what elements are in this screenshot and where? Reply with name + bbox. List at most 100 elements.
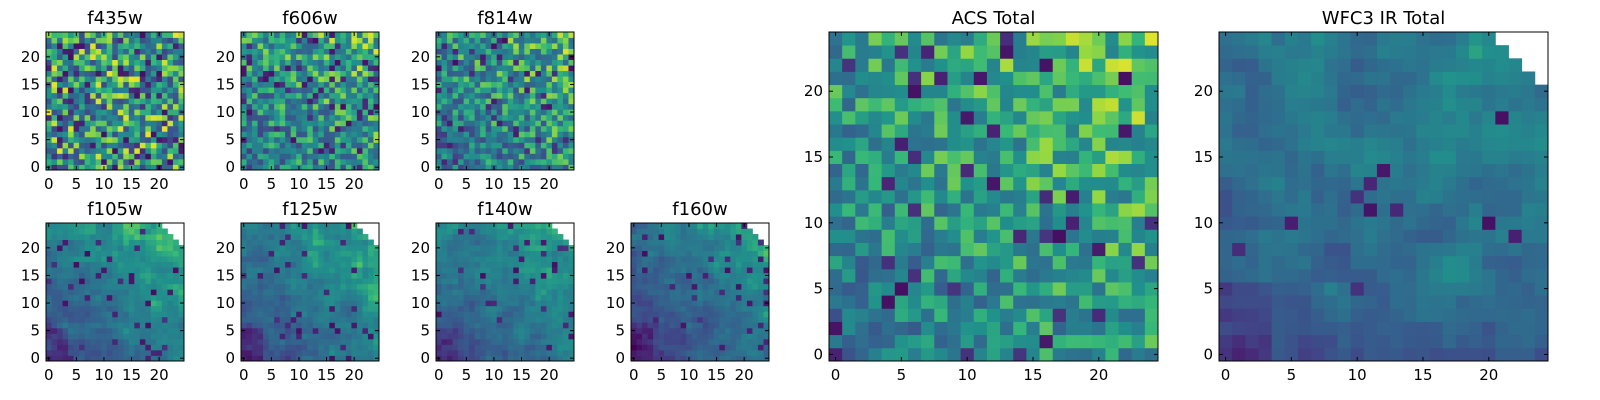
heatmap-cell [1079, 229, 1093, 243]
heatmap-cell [367, 344, 374, 351]
heatmap-cell [263, 109, 269, 116]
heatmap-cell [117, 125, 124, 132]
heatmap-cell [51, 316, 58, 323]
heatmap-cell [84, 70, 91, 77]
heatmap-cell [345, 305, 352, 312]
heatmap-cell [713, 305, 720, 312]
heatmap-cell [469, 136, 476, 143]
heatmap-cell [356, 103, 363, 110]
heatmap-cell [1144, 203, 1159, 217]
heatmap-cell [68, 164, 74, 171]
heatmap-cell [156, 316, 163, 323]
heatmap-cell [112, 43, 119, 49]
heatmap-cell [340, 48, 347, 55]
heatmap-cell [546, 158, 553, 165]
heatmap-cell [540, 349, 547, 356]
heatmap-cell [329, 272, 336, 279]
heatmap-cell [469, 267, 476, 274]
heatmap-cell [535, 261, 542, 268]
heatmap-cell [546, 92, 553, 99]
heatmap-cell [708, 322, 715, 329]
heatmap-cell [631, 322, 637, 329]
heatmap-cell [518, 153, 525, 160]
heatmap-cell [441, 278, 448, 285]
heatmap-cell [334, 289, 341, 296]
heatmap-cell [95, 239, 102, 246]
heatmap-cell [307, 114, 314, 121]
heatmap-cell [73, 114, 80, 121]
heatmap-cell [724, 234, 731, 240]
heatmap-cell [757, 349, 764, 356]
heatmap-cell [485, 103, 492, 110]
heatmap-cell [469, 245, 476, 251]
heatmap-cell [290, 261, 297, 268]
heatmap-cell [268, 147, 275, 154]
heatmap-cell [1079, 334, 1093, 349]
heatmap-cell [307, 300, 314, 307]
heatmap-cell [664, 305, 671, 312]
heatmap-cell [296, 322, 303, 329]
heatmap-cell [557, 344, 564, 351]
heatmap-cell [156, 70, 163, 77]
heatmap-cell [46, 311, 52, 318]
heatmap-cell [669, 267, 676, 274]
heatmap-cell [568, 305, 575, 312]
heatmap-cell [290, 54, 297, 60]
heatmap-cell [529, 272, 536, 279]
heatmap-cell [301, 164, 308, 171]
heatmap-cell [1039, 255, 1054, 270]
heatmap-cell [296, 103, 303, 110]
heatmap-cell [452, 322, 459, 329]
heatmap-cell [1144, 255, 1159, 270]
heatmap-cell [491, 234, 498, 240]
heatmap-cell [452, 338, 459, 345]
heatmap-cell [367, 37, 374, 44]
heatmap-cell [529, 103, 536, 110]
heatmap-cell [106, 322, 113, 329]
heatmap-cell [161, 278, 168, 285]
heatmap-cell [161, 65, 168, 72]
heatmap-cell [241, 76, 247, 83]
heatmap-cell [172, 272, 179, 279]
heatmap-cell [691, 355, 698, 362]
x-tick-label: 5 [462, 366, 472, 384]
heatmap-cell [524, 338, 531, 345]
heatmap-cell [535, 54, 542, 60]
heatmap-cell [95, 278, 102, 285]
heatmap-cell [362, 87, 369, 94]
heatmap-cell [145, 109, 152, 116]
heatmap-cell [57, 283, 63, 290]
heatmap-cell [117, 76, 124, 83]
heatmap-cell [669, 300, 676, 307]
heatmap-cell [1065, 321, 1080, 336]
heatmap-cell [279, 228, 286, 235]
heatmap-cell [474, 311, 481, 318]
heatmap-cell [702, 261, 709, 268]
heatmap-cell [502, 136, 509, 143]
heatmap-cell [1039, 347, 1054, 362]
heatmap-cell [697, 327, 704, 334]
heatmap-cell [480, 120, 487, 127]
heatmap-cell [447, 300, 453, 307]
heatmap-cell [123, 48, 130, 55]
heatmap-cell [746, 245, 753, 251]
heatmap-cell [367, 300, 374, 307]
heatmap-cell [480, 65, 487, 72]
heatmap-cell [167, 250, 174, 257]
heatmap-cell [252, 294, 258, 301]
heatmap-cell [669, 349, 676, 356]
heatmap-cell [562, 261, 569, 268]
heatmap-cell [301, 250, 308, 257]
heatmap-cell [529, 81, 536, 88]
heatmap-cell [356, 311, 363, 318]
heatmap-cell [145, 147, 152, 154]
heatmap-cell [178, 311, 185, 318]
heatmap-cell [79, 272, 86, 279]
heatmap-cell [257, 305, 264, 312]
heatmap-cell [675, 316, 682, 323]
heatmap-cell [128, 54, 135, 60]
heatmap-cell [90, 153, 97, 160]
heatmap-cell [296, 228, 303, 235]
heatmap-cell [463, 311, 470, 318]
heatmap-cell [719, 228, 726, 235]
